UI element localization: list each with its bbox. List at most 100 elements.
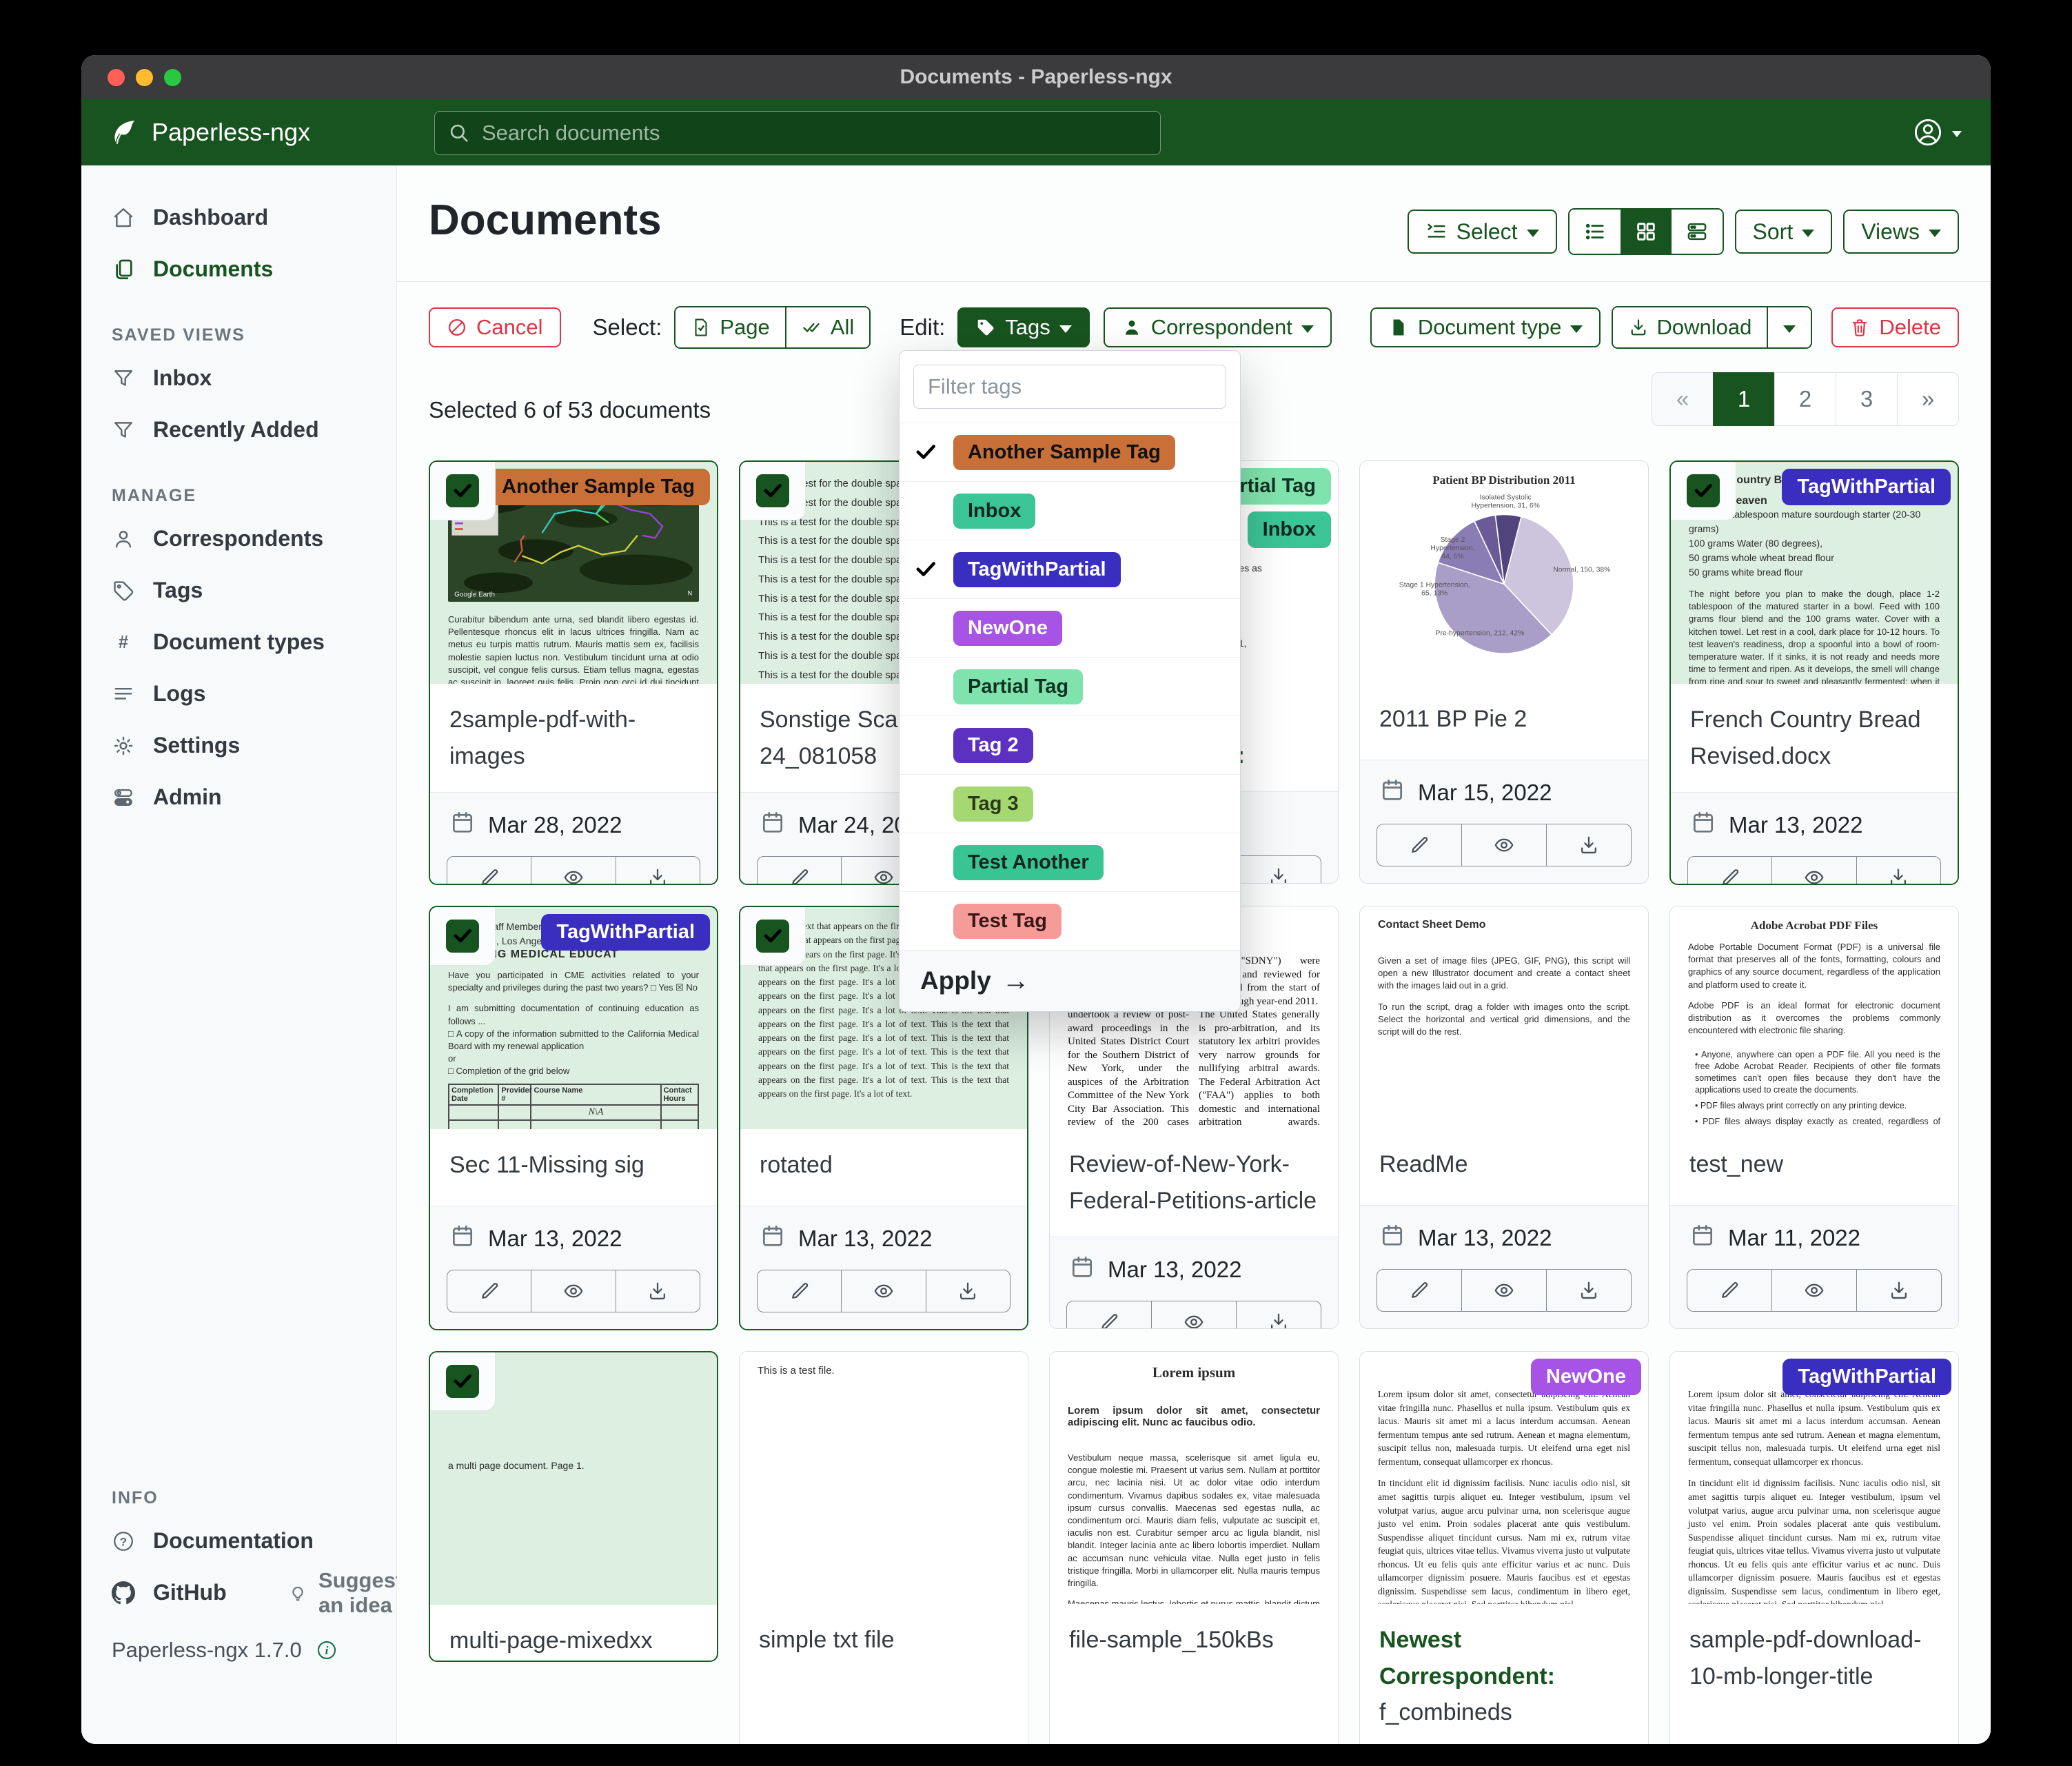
sort-button[interactable]: Sort <box>1734 210 1833 254</box>
document-title[interactable]: sample-pdf-download-10-mb-longer-title <box>1670 1604 1958 1712</box>
zoom-window-button[interactable] <box>164 68 181 86</box>
select-page-button[interactable]: Page <box>676 307 785 347</box>
list-view-button[interactable] <box>1569 210 1621 254</box>
select-button[interactable]: Select <box>1407 210 1557 254</box>
document-title[interactable]: French Country Bread Revised.docx <box>1671 684 1958 792</box>
document-card[interactable]: Boundary Waters TripLegendGoogle EarthNC… <box>429 460 718 885</box>
pagination-page-3[interactable]: 3 <box>1836 372 1898 426</box>
tag-option[interactable]: Test Tag <box>900 891 1240 950</box>
edit-document-button[interactable] <box>447 1270 531 1312</box>
sidebar-item-tags[interactable]: Tags <box>81 565 396 616</box>
view-document-button[interactable] <box>1151 1301 1236 1328</box>
document-title[interactable]: simple txt file <box>740 1604 1028 1676</box>
edit-correspondent-button[interactable]: Correspondent <box>1103 307 1332 347</box>
view-document-button[interactable] <box>1461 824 1546 866</box>
sidebar-item-document-types[interactable]: # Document types <box>81 616 396 668</box>
document-title[interactable]: test_new <box>1670 1128 1958 1201</box>
document-card[interactable]: Adobe Acrobat PDF Files Adobe Portable Do… <box>1669 906 1959 1329</box>
view-document-button[interactable] <box>531 857 615 884</box>
download-document-button[interactable] <box>1856 1270 1941 1311</box>
delete-button[interactable]: Delete <box>1831 307 1959 347</box>
tag-badge[interactable]: Inbox <box>1247 511 1331 548</box>
minimize-window-button[interactable] <box>136 68 153 86</box>
sidebar-item-inbox[interactable]: Inbox <box>81 352 396 404</box>
document-title[interactable]: multi-page-mixedxx <box>430 1605 717 1661</box>
apply-tags-button[interactable]: Apply → <box>900 950 1240 1011</box>
tag-badge[interactable]: Another Sample Tag <box>487 469 710 505</box>
document-title[interactable]: rotated <box>740 1129 1027 1201</box>
view-document-button[interactable] <box>1771 857 1856 884</box>
sidebar-item-documentation[interactable]: ? Documentation <box>81 1515 396 1567</box>
tag-option[interactable]: NewOne <box>900 598 1240 657</box>
document-thumbnail[interactable]: Patient BP Distribution 2011 Normal, 150,… <box>1360 461 1648 683</box>
grid-view-button[interactable] <box>1620 210 1672 254</box>
tag-option[interactable]: Another Sample Tag <box>900 423 1240 481</box>
document-card[interactable]: Lorem ipsum dolor sit amet, consectetur … <box>1359 1351 1649 1744</box>
document-card[interactable]: for Confirmationtions andgiousness could… <box>1049 906 1339 1329</box>
document-title[interactable]: 2011 BP Pie 2 <box>1360 683 1648 755</box>
edit-document-button[interactable] <box>758 1270 841 1312</box>
edit-document-button[interactable] <box>447 857 531 884</box>
download-document-button[interactable] <box>1856 857 1940 884</box>
view-document-button[interactable] <box>1771 1270 1856 1311</box>
document-card[interactable]: Medical Staff Members an Hospital, Los An… <box>429 906 718 1330</box>
selection-checkbox[interactable] <box>756 920 789 953</box>
sidebar-item-suggest-idea[interactable]: Suggest an idea <box>287 1568 403 1618</box>
tag-badge[interactable]: NewOne <box>1530 1359 1641 1395</box>
edit-document-button[interactable] <box>1067 1301 1151 1328</box>
selection-checkbox[interactable] <box>446 474 479 507</box>
views-button[interactable]: Views <box>1843 210 1959 254</box>
sidebar-item-logs[interactable]: Logs <box>81 668 396 720</box>
document-card[interactable]: Lorem ipsum dolor sit amet, consectetur … <box>1669 1351 1959 1744</box>
search-bar[interactable] <box>434 111 1161 155</box>
selection-checkbox[interactable] <box>446 1365 479 1398</box>
selection-checkbox[interactable] <box>1687 474 1720 507</box>
pagination-page-2[interactable]: 2 <box>1774 372 1836 426</box>
pagination-page-1[interactable]: 1 <box>1713 372 1775 426</box>
download-document-button[interactable] <box>1236 1301 1321 1328</box>
download-document-button[interactable] <box>1236 856 1321 883</box>
document-title[interactable]: ReadMe <box>1360 1128 1648 1201</box>
download-document-button[interactable] <box>615 857 700 884</box>
edit-tags-button[interactable]: Tags <box>957 307 1090 347</box>
edit-document-button[interactable] <box>1688 857 1771 884</box>
download-options-button[interactable] <box>1767 307 1811 347</box>
sidebar-item-recently-added[interactable]: Recently Added <box>81 404 396 456</box>
search-input[interactable] <box>480 120 1148 146</box>
document-title[interactable]: Sec 11-Missing sig <box>430 1129 717 1201</box>
detail-view-button[interactable] <box>1671 210 1723 254</box>
tag-badge[interactable]: TagWithPartial <box>541 914 710 951</box>
edit-document-button[interactable] <box>1687 1270 1771 1311</box>
tag-option[interactable]: Test Another <box>900 833 1240 891</box>
document-thumbnail[interactable]: Contact Sheet Demo Given a set of image f… <box>1360 906 1648 1128</box>
document-card[interactable]: Contact Sheet Demo Given a set of image f… <box>1359 906 1649 1329</box>
document-title[interactable]: 2sample-pdf-with-images <box>430 684 717 792</box>
tag-badge[interactable]: TagWithPartial <box>1782 469 1951 505</box>
edit-document-button[interactable] <box>758 857 841 884</box>
sidebar-item-settings[interactable]: Settings <box>81 720 396 771</box>
sidebar-item-admin[interactable]: Admin <box>81 771 396 823</box>
document-title[interactable]: file-sample_150kBs <box>1050 1604 1338 1676</box>
tag-option[interactable]: Inbox <box>900 481 1240 540</box>
document-card[interactable]: a multi page document. Page 1. multi-page… <box>429 1351 718 1662</box>
document-thumbnail[interactable]: This is a test file. <box>740 1352 1028 1604</box>
select-all-button[interactable]: All <box>784 307 870 347</box>
sidebar-item-correspondents[interactable]: Correspondents <box>81 513 396 565</box>
download-document-button[interactable] <box>1546 824 1631 866</box>
user-menu[interactable] <box>1912 99 1962 165</box>
edit-document-button[interactable] <box>1377 1270 1461 1311</box>
download-document-button[interactable] <box>615 1270 700 1312</box>
download-document-button[interactable] <box>1546 1270 1631 1311</box>
selection-checkbox[interactable] <box>446 920 479 953</box>
tag-option[interactable]: Partial Tag <box>900 657 1240 715</box>
view-document-button[interactable] <box>841 857 925 884</box>
document-title[interactable]: Newest Correspondent: f_combineds <box>1360 1604 1648 1744</box>
document-card[interactable]: Patient BP Distribution 2011 Normal, 150,… <box>1359 460 1649 884</box>
tag-option[interactable]: TagWithPartial <box>900 540 1240 598</box>
document-card[interactable]: This is a test file. simple txt file <box>739 1351 1028 1744</box>
view-document-button[interactable] <box>841 1270 925 1312</box>
document-thumbnail[interactable]: Lorem ipsum Lorem ipsum dolor sit amet, c… <box>1050 1352 1338 1604</box>
tag-badge[interactable]: TagWithPartial <box>1782 1359 1951 1395</box>
pagination-next-button[interactable]: » <box>1897 372 1959 426</box>
edit-document-button[interactable] <box>1377 824 1461 866</box>
